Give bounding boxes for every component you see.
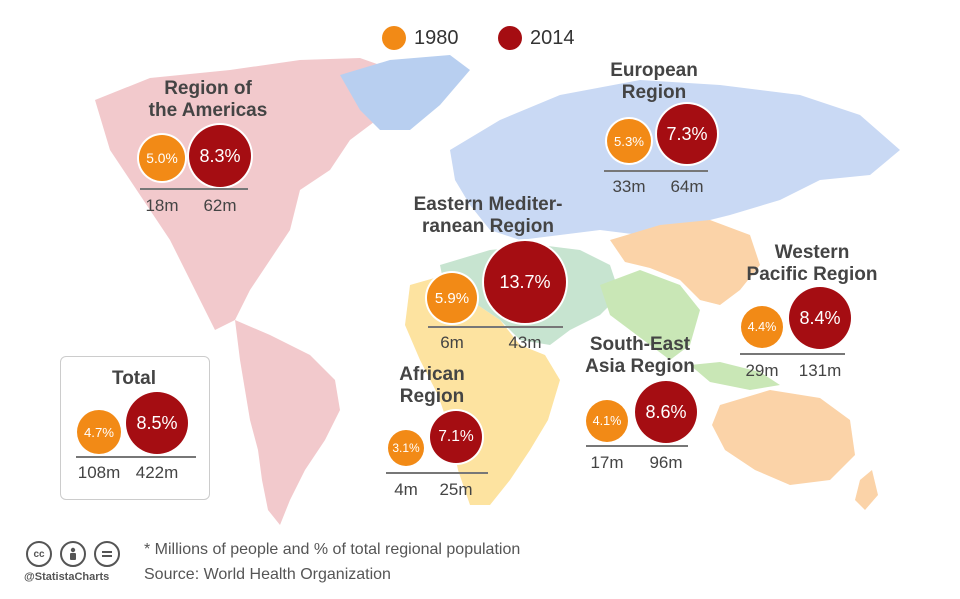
region-title-line: Western [774, 242, 850, 263]
region-title-line: the Americas [148, 100, 268, 121]
population-emr-2014: 43m [508, 333, 542, 352]
population-americas-1980: 18m [145, 196, 179, 215]
bubble-sea-1980: 4.1% [586, 400, 628, 442]
baseline-wpr [740, 353, 845, 355]
map-south-east-asia [600, 270, 700, 360]
bubble-value-africa-2014: 7.1% [438, 428, 474, 445]
bubble-total-1980: 4.7% [77, 410, 121, 454]
map-new-zealand [855, 470, 878, 510]
bubble-value-americas-1980: 5.0% [146, 150, 178, 166]
bubble-value-sea-2014: 8.6% [645, 401, 687, 422]
region-title-line: Region [399, 386, 465, 407]
bubble-wpr-1980: 4.4% [741, 306, 783, 348]
bubble-americas-1980: 5.0% [139, 135, 185, 181]
baseline-total [76, 456, 196, 458]
bubble-africa-1980: 3.1% [388, 430, 424, 466]
bubble-emr-1980: 5.9% [427, 273, 477, 323]
region-title-total: Total [24, 368, 244, 390]
population-europe-2014: 64m [670, 177, 704, 196]
region-title-americas: Region of the Americas [98, 78, 318, 122]
bubble-value-africa-1980: 3.1% [392, 441, 420, 455]
footnote: * Millions of people and % of total regi… [144, 541, 521, 558]
bubble-value-sea-1980: 4.1% [592, 414, 622, 428]
population-americas-2014: 62m [203, 196, 237, 215]
legend-label-2014: 2014 [530, 26, 575, 49]
region-title-europe: European Region [544, 60, 764, 104]
bubble-europe-2014: 7.3% [657, 104, 717, 164]
baseline-emr [428, 326, 563, 328]
attribution-icon [60, 541, 86, 567]
bubble-americas-2014: 8.3% [189, 125, 251, 187]
region-title-line: Eastern Mediter- [413, 194, 563, 215]
population-emr-1980: 6m [440, 333, 464, 352]
region-title-emr: Eastern Mediter-ranean Region [378, 194, 598, 238]
region-title-sea: South-East Asia Region [530, 334, 750, 378]
bubble-value-emr-2014: 13.7% [499, 271, 551, 292]
region-title-line: Region [621, 82, 687, 103]
legend-label-1980: 1980 [414, 26, 459, 49]
bubble-europe-1980: 5.3% [607, 119, 651, 163]
region-title-line: European [610, 60, 698, 81]
population-wpr-2014: 131m [798, 361, 842, 380]
region-title-line: Region of [164, 78, 252, 99]
bubble-emr-2014: 13.7% [484, 241, 566, 323]
bubble-total-2014: 8.5% [126, 392, 188, 454]
bubble-wpr-2014: 8.4% [789, 287, 851, 349]
region-title-line: ranean Region [422, 216, 554, 237]
region-title-wpr: Western Pacific Region [702, 242, 922, 286]
population-total-1980: 108m [77, 463, 121, 482]
population-sea-1980: 17m [590, 453, 624, 472]
population-africa-2014: 25m [439, 480, 473, 499]
region-title-line: Total [112, 368, 156, 389]
region-title-africa: African Region [322, 364, 542, 408]
map-greenland [340, 55, 470, 130]
map-islands [690, 362, 780, 390]
population-europe-1980: 33m [612, 177, 646, 196]
bubble-value-europe-1980: 5.3% [613, 133, 645, 149]
population-total-2014: 422m [135, 463, 179, 482]
legend-item-2014: 2014 [498, 24, 575, 52]
map-east-asia [610, 220, 760, 305]
region-title-line: South-East [589, 334, 691, 355]
baseline-sea [586, 445, 688, 447]
population-sea-2014: 96m [649, 453, 683, 472]
map-south-america [235, 320, 340, 525]
statista-handle: @StatistaCharts [24, 571, 110, 583]
population-wpr-1980: 29m [745, 361, 779, 380]
map-australia [712, 390, 855, 485]
baseline-europe [604, 170, 708, 172]
baseline-americas [140, 188, 248, 190]
bubble-value-wpr-1980: 4.4% [747, 320, 777, 334]
bubble-value-europe-2014: 7.3% [666, 123, 708, 144]
legend-swatch-2014 [498, 26, 522, 50]
region-title-line: Asia Region [585, 356, 695, 377]
map-africa [405, 275, 560, 505]
region-title-line: Pacific Region [746, 264, 878, 285]
bubble-africa-2014: 7.1% [430, 411, 482, 463]
source-note: Source: World Health Organization [144, 566, 391, 583]
bubble-value-emr-1980: 5.9% [434, 289, 470, 307]
population-africa-1980: 4m [394, 480, 418, 499]
region-title-line: African [399, 364, 465, 385]
map-north-america [95, 58, 400, 330]
bubble-value-americas-2014: 8.3% [199, 145, 241, 166]
legend-item-1980: 1980 [382, 24, 459, 52]
creative-commons-icon: cc [26, 541, 52, 567]
bubble-sea-2014: 8.6% [635, 381, 697, 443]
bubble-value-total-1980: 4.7% [83, 424, 115, 440]
bubble-value-wpr-2014: 8.4% [799, 307, 841, 328]
no-derivatives-icon [94, 541, 120, 567]
bubble-value-total-2014: 8.5% [136, 412, 178, 433]
legend-swatch-1980 [382, 26, 406, 50]
baseline-africa [386, 472, 488, 474]
